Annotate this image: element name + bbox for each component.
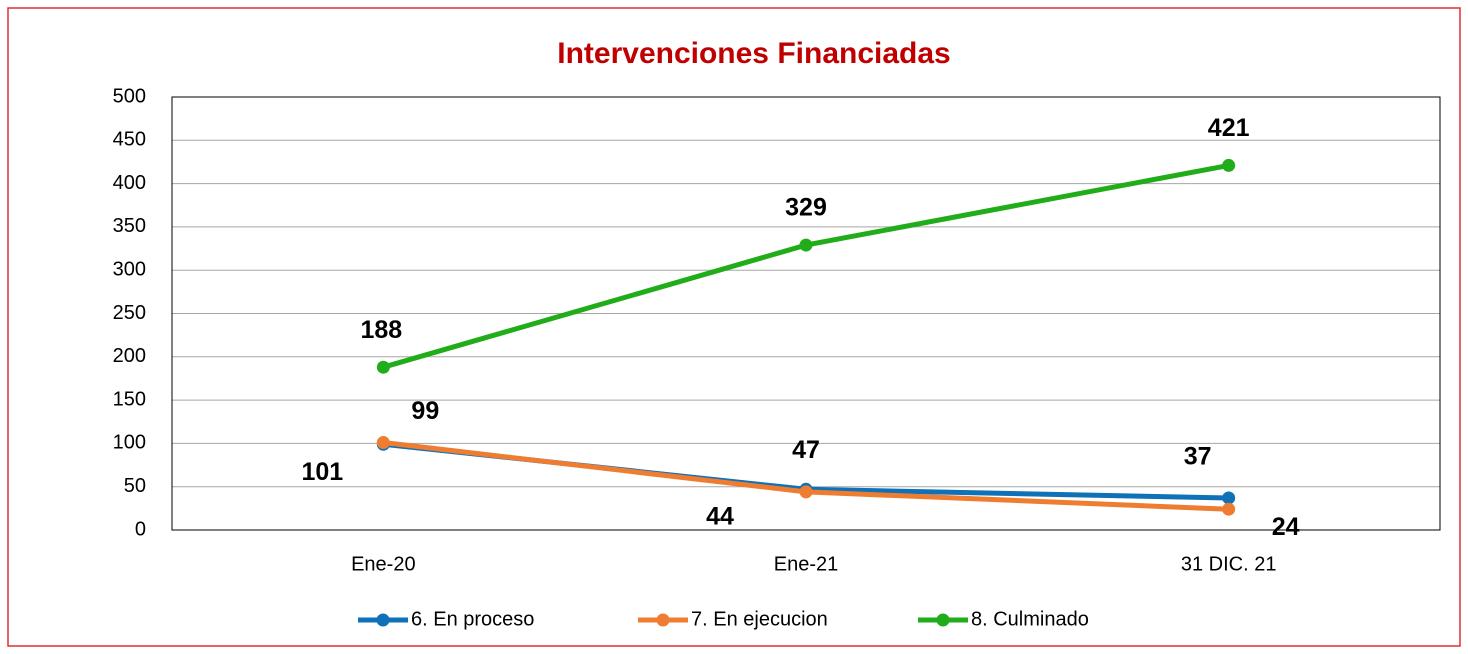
legend-marker bbox=[656, 613, 670, 627]
x-tick-label: 31 DIC. 21 bbox=[1181, 553, 1277, 575]
marker bbox=[376, 436, 390, 450]
y-tick-label: 0 bbox=[135, 518, 146, 540]
data-label: 24 bbox=[1272, 513, 1300, 541]
marker bbox=[799, 238, 813, 252]
data-label: 44 bbox=[706, 503, 734, 531]
y-tick-label: 300 bbox=[113, 258, 146, 280]
y-tick-label: 50 bbox=[124, 475, 146, 497]
marker bbox=[799, 485, 813, 499]
legend-label: 7. En ejecucion bbox=[691, 608, 828, 630]
legend-marker bbox=[936, 613, 950, 627]
data-label: 101 bbox=[301, 458, 343, 486]
legend-label: 8. Culminado bbox=[971, 608, 1089, 630]
y-tick-label: 200 bbox=[113, 345, 146, 367]
x-tick-label: Ene-20 bbox=[351, 553, 416, 575]
data-label: 188 bbox=[360, 316, 402, 344]
y-tick-label: 100 bbox=[113, 432, 146, 454]
y-tick-label: 150 bbox=[113, 388, 146, 410]
chart-title: Intervenciones Financiadas bbox=[557, 37, 950, 70]
marker bbox=[1222, 158, 1236, 172]
legend-label: 6. En proceso bbox=[411, 608, 534, 630]
y-tick-label: 450 bbox=[113, 129, 146, 151]
y-tick-label: 250 bbox=[113, 302, 146, 324]
legend-marker bbox=[376, 613, 390, 627]
data-label: 329 bbox=[785, 194, 827, 222]
y-tick-label: 350 bbox=[113, 215, 146, 237]
plot-area bbox=[171, 96, 1441, 531]
data-label: 421 bbox=[1208, 114, 1250, 142]
marker bbox=[376, 360, 390, 374]
data-label: 47 bbox=[792, 436, 820, 464]
y-tick-label: 500 bbox=[113, 85, 146, 107]
x-tick-label: Ene-21 bbox=[774, 553, 839, 575]
marker bbox=[1222, 491, 1236, 505]
data-label: 99 bbox=[411, 397, 439, 425]
frame bbox=[7, 7, 1461, 647]
data-label: 37 bbox=[1184, 443, 1212, 471]
marker bbox=[1222, 502, 1236, 516]
y-tick-label: 400 bbox=[113, 172, 146, 194]
